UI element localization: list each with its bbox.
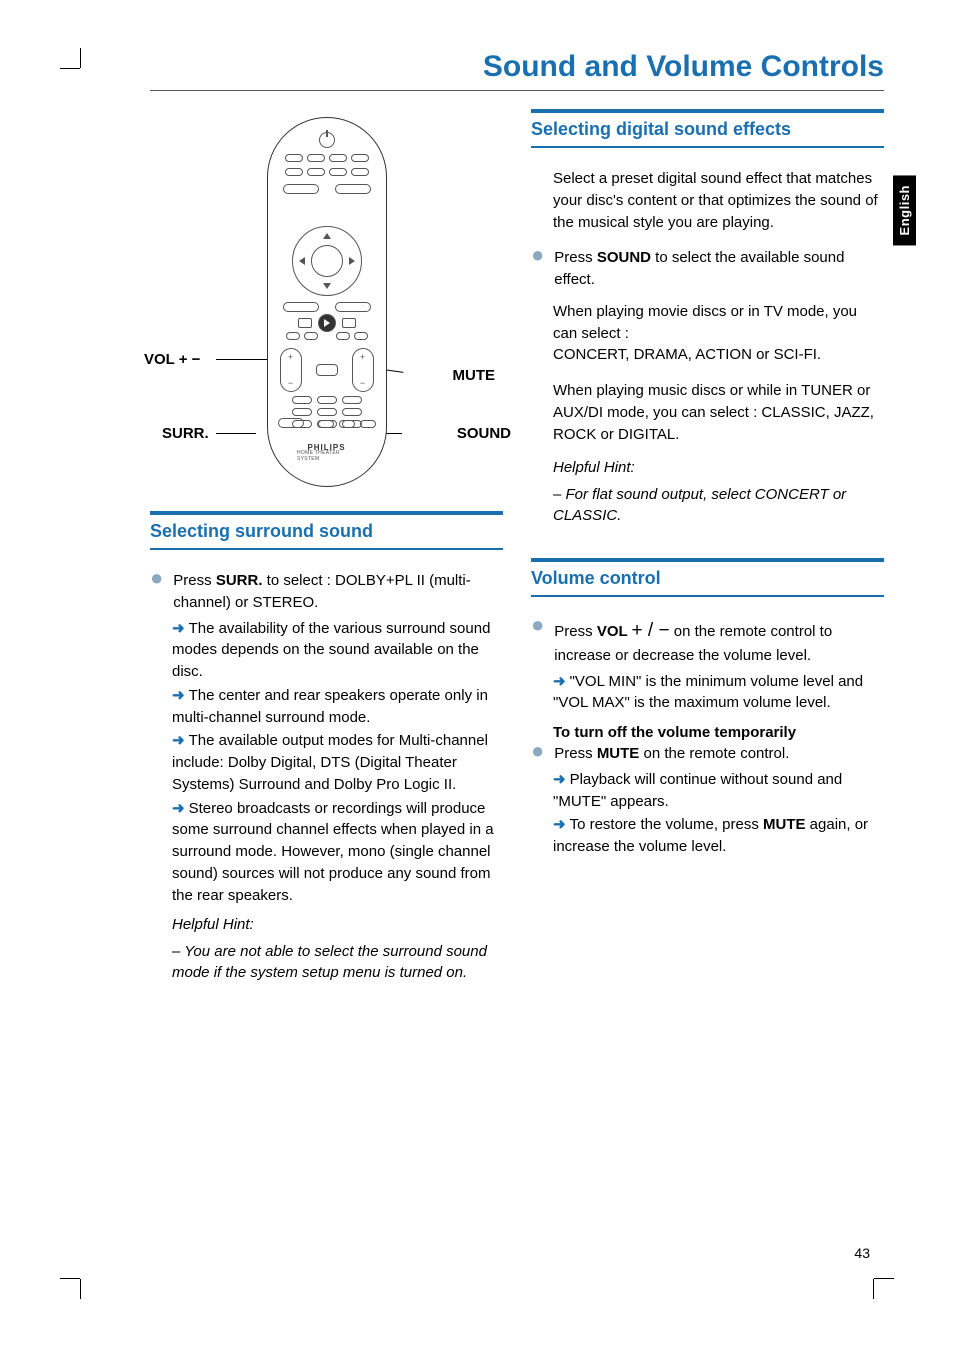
arrow-icon: ➜ — [172, 687, 185, 704]
button-row — [292, 396, 362, 404]
button-row — [318, 420, 376, 428]
page-number: 43 — [854, 1245, 870, 1261]
text-bold: VOL — [597, 623, 632, 640]
arrow-item: ➜The available output modes for Multi-ch… — [150, 730, 503, 795]
hint-label: Helpful Hint: — [150, 916, 503, 933]
remote-outline: PHILIPS HOME THEATER SYSTEM — [267, 117, 387, 487]
text-bold: MUTE — [597, 745, 640, 762]
page-title: Sound and Volume Controls — [150, 50, 884, 91]
arrow-item: ➜To restore the volume, press MUTE again… — [531, 814, 884, 858]
crop-mark — [80, 1279, 81, 1299]
movie-text: When playing movie discs or in TV mode, … — [531, 301, 884, 345]
subheading: To turn off the volume temporarily — [531, 724, 884, 741]
movie-options: CONCERT, DRAMA, ACTION or SCI-FI. — [531, 344, 884, 366]
bullet-icon: ● — [531, 743, 544, 765]
crop-mark — [873, 1279, 874, 1299]
text: To restore the volume, press — [570, 816, 763, 833]
music-text: When playing music discs or while in TUN… — [531, 380, 884, 445]
button-row — [292, 408, 362, 416]
arrow-item: ➜"VOL MIN" is the minimum volume level a… — [531, 671, 884, 715]
section-digital-title: Selecting digital sound effects — [531, 109, 884, 148]
arrow-item: ➜The center and rear speakers operate on… — [150, 685, 503, 729]
bullet-item: ● Press MUTE on the remote control. — [531, 743, 884, 765]
mute-button-icon — [316, 364, 338, 376]
bullet-item: ● Press SOUND to select the available so… — [531, 247, 884, 291]
button-row — [286, 332, 368, 340]
surr-button-icon — [278, 418, 304, 428]
text: Press — [554, 249, 597, 266]
button-row — [283, 302, 371, 312]
arrow-item: ➜Playback will continue without sound an… — [531, 769, 884, 813]
crop-mark — [874, 1278, 894, 1279]
arrow-icon: ➜ — [553, 673, 566, 690]
bullet-icon: ● — [150, 570, 163, 614]
bullet-item: ● Press SURR. to select : DOLBY+PL II (m… — [150, 570, 503, 614]
bullet-text: Press MUTE on the remote control. — [554, 743, 789, 765]
crop-mark — [60, 1278, 80, 1279]
remote-illustration-wrap: VOL + − SURR. MUTE SOUND — [150, 109, 503, 511]
bullet-text: Press SURR. to select : DOLBY+PL II (mul… — [173, 570, 503, 614]
text: "VOL MIN" is the minimum volume level an… — [553, 673, 863, 712]
language-tab: English — [893, 175, 916, 245]
arrow-icon: ➜ — [553, 771, 566, 788]
content-columns: VOL + − SURR. MUTE SOUND — [150, 109, 884, 983]
crop-mark — [80, 48, 81, 68]
tv-pad — [352, 348, 374, 392]
text-bold: SOUND — [597, 249, 651, 266]
arrow-item: ➜The availability of the various surroun… — [150, 618, 503, 683]
power-icon — [319, 132, 335, 148]
brand-sublabel: HOME THEATER SYSTEM — [297, 450, 356, 462]
hint-label: Helpful Hint: — [531, 459, 884, 476]
text: The availability of the various surround… — [172, 620, 490, 681]
text: Press — [554, 623, 597, 640]
section-surround-title: Selecting surround sound — [150, 511, 503, 550]
hint-text: – You are not able to select the surroun… — [150, 941, 503, 983]
arrow-icon: ➜ — [172, 732, 185, 749]
arrow-item: ➜Stereo broadcasts or recordings will pr… — [150, 798, 503, 907]
text: on the remote control. — [639, 745, 789, 762]
left-column: VOL + − SURR. MUTE SOUND — [150, 109, 503, 983]
button-row — [285, 154, 369, 162]
bullet-text: Press VOL + / − on the remote control to… — [554, 617, 884, 666]
callout-mute: MUTE — [453, 367, 496, 384]
section-volume-title: Volume control — [531, 558, 884, 597]
bullet-icon: ● — [531, 617, 544, 666]
intro-text: Select a preset digital sound effect tha… — [531, 168, 884, 233]
text: The center and rear speakers operate onl… — [172, 687, 488, 726]
bullet-icon: ● — [531, 247, 544, 291]
callout-line — [216, 359, 268, 360]
crop-mark — [60, 68, 80, 69]
arrow-icon: ➜ — [172, 620, 185, 637]
callout-surr: SURR. — [162, 425, 209, 442]
text: Stereo broadcasts or recordings will pro… — [172, 800, 494, 904]
vol-pad — [280, 348, 302, 392]
bullet-text: Press SOUND to select the available soun… — [554, 247, 884, 291]
arrow-icon: ➜ — [553, 816, 566, 833]
text-bold: MUTE — [763, 816, 806, 833]
callout-line — [216, 433, 256, 434]
button-row — [283, 184, 371, 194]
text-symbol: + / − — [632, 620, 670, 641]
right-column: Selecting digital sound effects Select a… — [531, 109, 884, 983]
text: Press — [173, 572, 216, 589]
button-row — [285, 168, 369, 176]
arrow-icon: ➜ — [172, 800, 185, 817]
transport-row — [298, 314, 356, 332]
nav-pad — [292, 226, 362, 296]
bullet-item: ● Press VOL + / − on the remote control … — [531, 617, 884, 666]
hint-text: – For flat sound output, select CONCERT … — [531, 484, 884, 526]
text: The available output modes for Multi-cha… — [172, 732, 488, 793]
text: Playback will continue without sound and… — [553, 771, 842, 810]
callout-vol: VOL + − — [144, 351, 200, 368]
callout-sound: SOUND — [457, 425, 511, 442]
text-bold: SURR. — [216, 572, 263, 589]
text: Press — [554, 745, 597, 762]
